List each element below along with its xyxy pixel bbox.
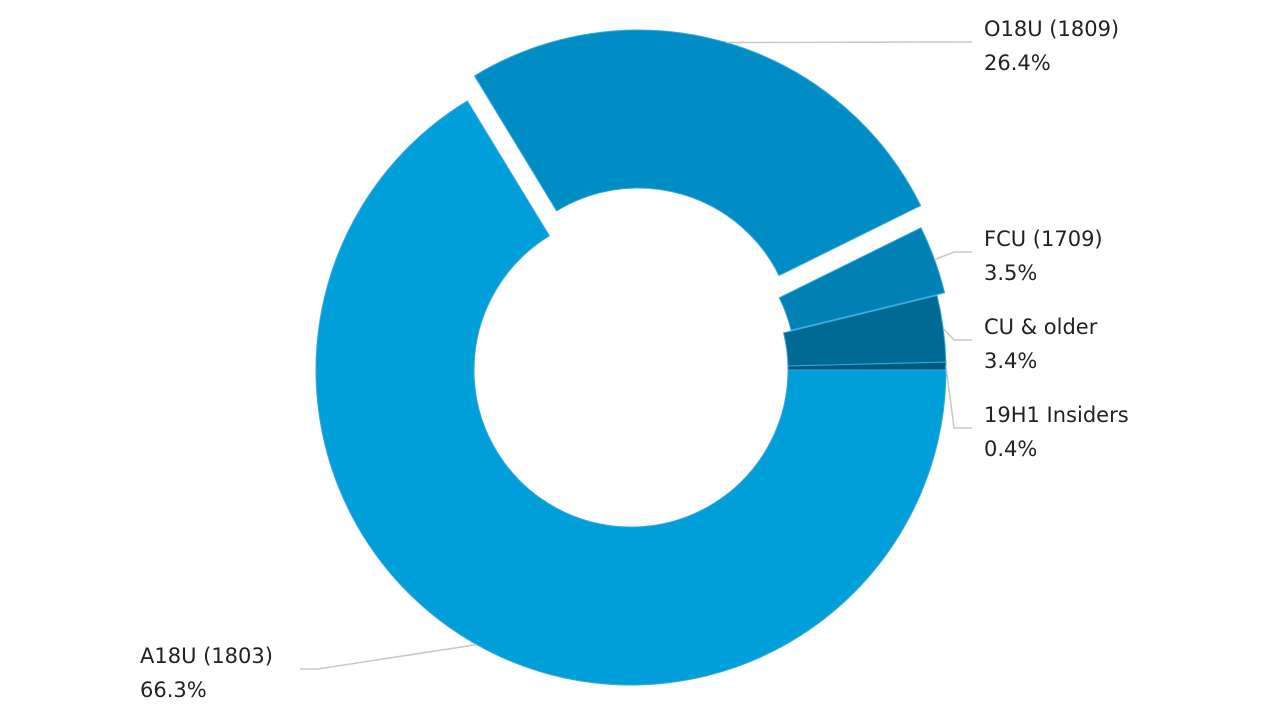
slice-label: FCU (1709): [984, 227, 1103, 251]
slice-label: O18U (1809): [984, 17, 1119, 41]
slice-label: CU & older: [984, 315, 1098, 339]
slice-value-label: 3.4%: [984, 349, 1037, 373]
slice: [787, 361, 947, 371]
slice: [315, 100, 947, 686]
leader-line: [726, 41, 972, 44]
slice-label: 19H1 Insiders: [984, 403, 1129, 427]
slice-value-label: 0.4%: [984, 437, 1037, 461]
leader-line: [300, 643, 477, 670]
slice: [778, 227, 946, 331]
slice-label: A18U (1803): [140, 644, 273, 668]
leader-line: [934, 251, 972, 261]
slice: [473, 29, 922, 277]
leader-line: [942, 328, 972, 341]
slice-value-label: 3.5%: [984, 261, 1037, 285]
slice-value-label: 26.4%: [984, 51, 1051, 75]
leader-line: [945, 365, 972, 429]
slice-value-label: 66.3%: [140, 678, 207, 702]
